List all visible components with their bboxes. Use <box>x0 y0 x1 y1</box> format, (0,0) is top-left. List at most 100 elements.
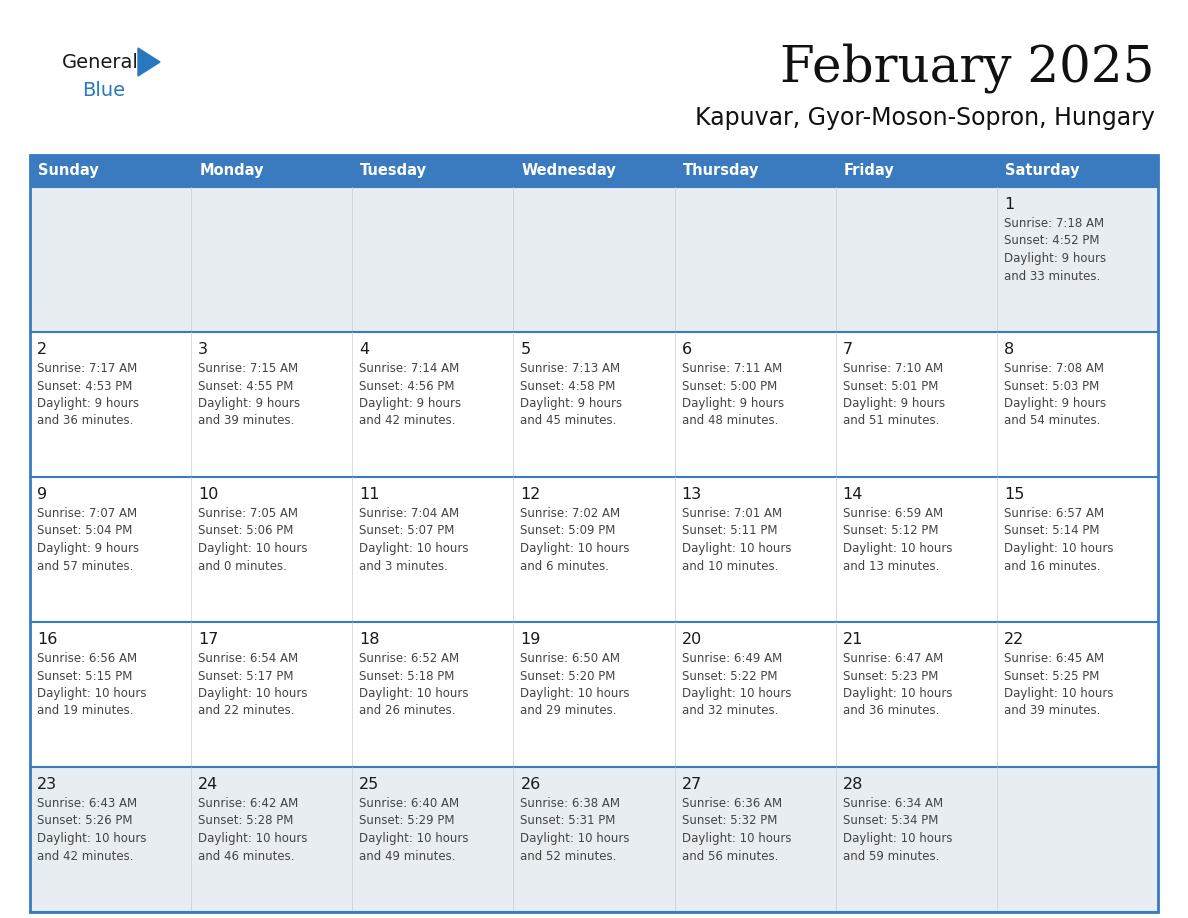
Text: Sunrise: 6:43 AM
Sunset: 5:26 PM
Daylight: 10 hours
and 42 minutes.: Sunrise: 6:43 AM Sunset: 5:26 PM Dayligh… <box>37 797 146 863</box>
Text: Sunrise: 6:50 AM
Sunset: 5:20 PM
Daylight: 10 hours
and 29 minutes.: Sunrise: 6:50 AM Sunset: 5:20 PM Dayligh… <box>520 652 630 718</box>
Text: 28: 28 <box>842 777 864 792</box>
Text: Sunrise: 7:14 AM
Sunset: 4:56 PM
Daylight: 9 hours
and 42 minutes.: Sunrise: 7:14 AM Sunset: 4:56 PM Dayligh… <box>359 362 461 428</box>
Text: Sunrise: 6:54 AM
Sunset: 5:17 PM
Daylight: 10 hours
and 22 minutes.: Sunrise: 6:54 AM Sunset: 5:17 PM Dayligh… <box>198 652 308 718</box>
Bar <box>835 155 997 187</box>
Text: 10: 10 <box>198 487 219 502</box>
Text: 15: 15 <box>1004 487 1024 502</box>
Text: 6: 6 <box>682 342 691 357</box>
Text: Kapuvar, Gyor-Moson-Sopron, Hungary: Kapuvar, Gyor-Moson-Sopron, Hungary <box>695 106 1155 130</box>
Text: 24: 24 <box>198 777 219 792</box>
Bar <box>513 622 675 767</box>
Text: 5: 5 <box>520 342 531 357</box>
Polygon shape <box>138 48 160 76</box>
Text: Sunrise: 7:11 AM
Sunset: 5:00 PM
Daylight: 9 hours
and 48 minutes.: Sunrise: 7:11 AM Sunset: 5:00 PM Dayligh… <box>682 362 784 428</box>
Text: Sunrise: 7:18 AM
Sunset: 4:52 PM
Daylight: 9 hours
and 33 minutes.: Sunrise: 7:18 AM Sunset: 4:52 PM Dayligh… <box>1004 217 1106 283</box>
Text: Sunrise: 6:47 AM
Sunset: 5:23 PM
Daylight: 10 hours
and 36 minutes.: Sunrise: 6:47 AM Sunset: 5:23 PM Dayligh… <box>842 652 953 718</box>
Text: Sunrise: 6:56 AM
Sunset: 5:15 PM
Daylight: 10 hours
and 19 minutes.: Sunrise: 6:56 AM Sunset: 5:15 PM Dayligh… <box>37 652 146 718</box>
Text: Sunrise: 7:07 AM
Sunset: 5:04 PM
Daylight: 9 hours
and 57 minutes.: Sunrise: 7:07 AM Sunset: 5:04 PM Dayligh… <box>37 507 139 573</box>
Text: 11: 11 <box>359 487 380 502</box>
Bar <box>513 332 675 477</box>
Text: 2: 2 <box>37 342 48 357</box>
Bar <box>191 332 353 477</box>
Bar <box>675 767 835 912</box>
Bar <box>353 187 513 332</box>
Bar <box>997 332 1158 477</box>
Text: Friday: Friday <box>843 163 895 178</box>
Bar <box>30 767 191 912</box>
Bar <box>353 155 513 187</box>
Text: Sunrise: 7:01 AM
Sunset: 5:11 PM
Daylight: 10 hours
and 10 minutes.: Sunrise: 7:01 AM Sunset: 5:11 PM Dayligh… <box>682 507 791 573</box>
Text: Sunrise: 7:13 AM
Sunset: 4:58 PM
Daylight: 9 hours
and 45 minutes.: Sunrise: 7:13 AM Sunset: 4:58 PM Dayligh… <box>520 362 623 428</box>
Bar <box>835 332 997 477</box>
Bar <box>353 477 513 622</box>
Text: Sunrise: 6:57 AM
Sunset: 5:14 PM
Daylight: 10 hours
and 16 minutes.: Sunrise: 6:57 AM Sunset: 5:14 PM Dayligh… <box>1004 507 1113 573</box>
Text: Sunrise: 7:04 AM
Sunset: 5:07 PM
Daylight: 10 hours
and 3 minutes.: Sunrise: 7:04 AM Sunset: 5:07 PM Dayligh… <box>359 507 469 573</box>
Bar <box>191 767 353 912</box>
Text: Wednesday: Wednesday <box>522 163 617 178</box>
Text: Tuesday: Tuesday <box>360 163 428 178</box>
Text: Sunrise: 6:52 AM
Sunset: 5:18 PM
Daylight: 10 hours
and 26 minutes.: Sunrise: 6:52 AM Sunset: 5:18 PM Dayligh… <box>359 652 469 718</box>
Bar <box>835 187 997 332</box>
Text: 12: 12 <box>520 487 541 502</box>
Bar <box>675 332 835 477</box>
Bar <box>353 622 513 767</box>
Text: Sunrise: 6:36 AM
Sunset: 5:32 PM
Daylight: 10 hours
and 56 minutes.: Sunrise: 6:36 AM Sunset: 5:32 PM Dayligh… <box>682 797 791 863</box>
Bar <box>30 477 191 622</box>
Text: 18: 18 <box>359 632 380 647</box>
Bar <box>191 477 353 622</box>
Text: General: General <box>62 52 139 72</box>
Bar <box>513 155 675 187</box>
Bar <box>675 622 835 767</box>
Text: 13: 13 <box>682 487 702 502</box>
Text: Sunrise: 6:40 AM
Sunset: 5:29 PM
Daylight: 10 hours
and 49 minutes.: Sunrise: 6:40 AM Sunset: 5:29 PM Dayligh… <box>359 797 469 863</box>
Bar <box>513 767 675 912</box>
Text: Sunday: Sunday <box>38 163 99 178</box>
Text: 9: 9 <box>37 487 48 502</box>
Text: 26: 26 <box>520 777 541 792</box>
Text: Sunrise: 7:15 AM
Sunset: 4:55 PM
Daylight: 9 hours
and 39 minutes.: Sunrise: 7:15 AM Sunset: 4:55 PM Dayligh… <box>198 362 301 428</box>
Text: 19: 19 <box>520 632 541 647</box>
Text: Saturday: Saturday <box>1005 163 1080 178</box>
Bar <box>30 187 191 332</box>
Bar <box>835 622 997 767</box>
Bar <box>675 477 835 622</box>
Text: 23: 23 <box>37 777 57 792</box>
Bar <box>835 477 997 622</box>
Text: Sunrise: 6:49 AM
Sunset: 5:22 PM
Daylight: 10 hours
and 32 minutes.: Sunrise: 6:49 AM Sunset: 5:22 PM Dayligh… <box>682 652 791 718</box>
Text: Sunrise: 6:38 AM
Sunset: 5:31 PM
Daylight: 10 hours
and 52 minutes.: Sunrise: 6:38 AM Sunset: 5:31 PM Dayligh… <box>520 797 630 863</box>
Text: Sunrise: 7:02 AM
Sunset: 5:09 PM
Daylight: 10 hours
and 6 minutes.: Sunrise: 7:02 AM Sunset: 5:09 PM Dayligh… <box>520 507 630 573</box>
Text: Sunrise: 7:05 AM
Sunset: 5:06 PM
Daylight: 10 hours
and 0 minutes.: Sunrise: 7:05 AM Sunset: 5:06 PM Dayligh… <box>198 507 308 573</box>
Text: Sunrise: 6:34 AM
Sunset: 5:34 PM
Daylight: 10 hours
and 59 minutes.: Sunrise: 6:34 AM Sunset: 5:34 PM Dayligh… <box>842 797 953 863</box>
Bar <box>30 332 191 477</box>
Text: Sunrise: 7:10 AM
Sunset: 5:01 PM
Daylight: 9 hours
and 51 minutes.: Sunrise: 7:10 AM Sunset: 5:01 PM Dayligh… <box>842 362 944 428</box>
Text: Blue: Blue <box>82 81 125 99</box>
Text: 25: 25 <box>359 777 379 792</box>
Text: 20: 20 <box>682 632 702 647</box>
Text: 4: 4 <box>359 342 369 357</box>
Bar <box>997 477 1158 622</box>
Bar <box>353 332 513 477</box>
Bar <box>997 767 1158 912</box>
Bar <box>513 477 675 622</box>
Bar <box>191 622 353 767</box>
Bar <box>513 187 675 332</box>
Bar <box>30 622 191 767</box>
Text: February 2025: February 2025 <box>781 43 1155 93</box>
Bar <box>191 187 353 332</box>
Text: 17: 17 <box>198 632 219 647</box>
Bar <box>675 155 835 187</box>
Text: 14: 14 <box>842 487 864 502</box>
Bar <box>191 155 353 187</box>
Bar <box>997 622 1158 767</box>
Text: 22: 22 <box>1004 632 1024 647</box>
Text: Monday: Monday <box>200 163 264 178</box>
Text: 3: 3 <box>198 342 208 357</box>
Bar <box>30 155 1158 912</box>
Text: Sunrise: 7:17 AM
Sunset: 4:53 PM
Daylight: 9 hours
and 36 minutes.: Sunrise: 7:17 AM Sunset: 4:53 PM Dayligh… <box>37 362 139 428</box>
Bar <box>675 187 835 332</box>
Bar <box>997 155 1158 187</box>
Bar <box>997 187 1158 332</box>
Bar <box>30 155 191 187</box>
Text: Sunrise: 7:08 AM
Sunset: 5:03 PM
Daylight: 9 hours
and 54 minutes.: Sunrise: 7:08 AM Sunset: 5:03 PM Dayligh… <box>1004 362 1106 428</box>
Text: 1: 1 <box>1004 197 1015 212</box>
